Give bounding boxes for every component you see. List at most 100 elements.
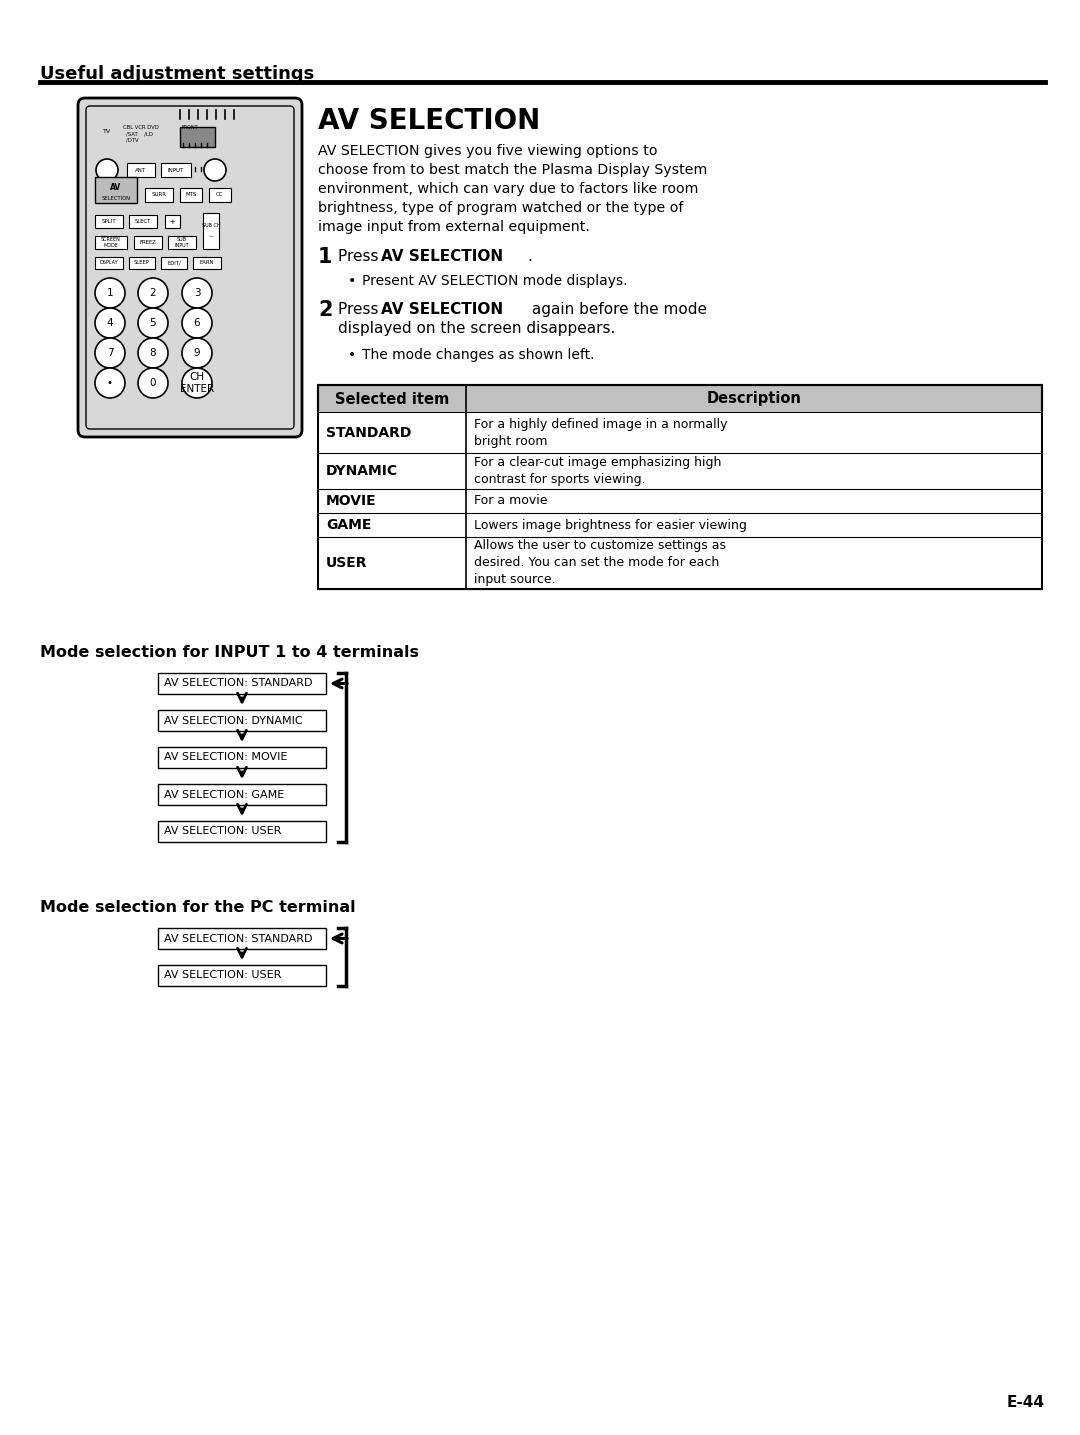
Text: SELECTION: SELECTION [102,195,131,201]
Text: •: • [348,349,356,362]
Text: For a movie: For a movie [474,495,548,508]
Bar [158,784,326,805]
Text: •: • [348,274,356,288]
Text: SLECT: SLECT [135,220,151,224]
Text: image input from external equipment.: image input from external equipment. [318,220,590,234]
Text: Press: Press [338,301,383,317]
Bar [95,235,127,250]
Text: DYNAMIC: DYNAMIC [326,464,399,478]
Bar [165,215,180,228]
Text: AV: AV [110,184,122,192]
Text: 0: 0 [150,377,157,387]
Bar [95,215,123,228]
Bar [180,188,202,202]
Text: displayed on the screen disappears.: displayed on the screen disappears. [338,321,616,336]
Text: AV SELECTION: USER: AV SELECTION: USER [164,970,282,980]
Bar [318,489,1042,512]
Circle shape [183,339,212,367]
Text: CBL VCR DVD: CBL VCR DVD [123,125,159,131]
Bar [145,188,173,202]
Bar [95,177,137,202]
Text: SUB
INPUT: SUB INPUT [175,237,189,248]
Text: Description: Description [706,392,801,406]
Text: 4: 4 [107,319,113,329]
Text: USER: USER [326,555,367,570]
Text: AV SELECTION: USER: AV SELECTION: USER [164,827,282,837]
Text: choose from to best match the Plasma Display System: choose from to best match the Plasma Dis… [318,164,707,177]
Text: 7: 7 [107,349,113,357]
Circle shape [138,339,168,367]
Text: 3: 3 [193,288,200,298]
Text: INPUT: INPUT [167,168,184,172]
Bar [158,710,326,730]
Text: +: + [170,218,175,224]
Text: /SAT    /LD: /SAT /LD [126,131,153,136]
Bar [95,257,123,268]
Bar [318,385,1042,588]
Text: DSPLAY: DSPLAY [99,261,119,265]
Bar [168,235,195,250]
Text: SCREEN
MODE: SCREEN MODE [102,237,121,248]
Text: ANT: ANT [135,168,147,172]
Text: Mode selection for the PC terminal: Mode selection for the PC terminal [40,900,355,916]
Text: For a highly defined image in a normally
bright room: For a highly defined image in a normally… [474,418,728,448]
Bar [318,537,1042,588]
Circle shape [183,309,212,339]
Text: SPLIT: SPLIT [102,220,117,224]
FancyBboxPatch shape [78,98,302,438]
Text: MTS: MTS [186,192,197,198]
Bar [318,413,1042,453]
Bar [158,748,326,768]
Bar [161,257,187,268]
Circle shape [138,278,168,309]
Text: GAME: GAME [326,518,372,532]
Text: AV SELECTION: AV SELECTION [381,301,503,317]
Text: AV SELECTION: GAME: AV SELECTION: GAME [164,789,284,799]
Circle shape [95,278,125,309]
Bar [158,821,326,842]
Bar [318,512,1042,537]
Text: AV SELECTION: STANDARD: AV SELECTION: STANDARD [164,934,312,943]
Text: 1: 1 [107,288,113,298]
Text: EARN: EARN [200,261,214,265]
Text: 6: 6 [193,319,200,329]
Text: 5: 5 [150,319,157,329]
Text: AV SELECTION: AV SELECTION [381,250,503,264]
Text: Allows the user to customize settings as
desired. You can set the mode for each
: Allows the user to customize settings as… [474,540,726,587]
Text: .: . [527,250,531,264]
Text: AV SELECTION: STANDARD: AV SELECTION: STANDARD [164,679,312,689]
Circle shape [204,159,226,181]
Text: environment, which can vary due to factors like room: environment, which can vary due to facto… [318,182,699,197]
Text: EDIT/: EDIT/ [167,261,180,265]
Circle shape [138,367,168,397]
Text: SLEEP: SLEEP [134,261,150,265]
Text: Present AV SELECTION mode displays.: Present AV SELECTION mode displays. [362,274,627,288]
Text: TV: TV [103,129,111,133]
Bar [210,188,231,202]
Text: The mode changes as shown left.: The mode changes as shown left. [362,349,594,362]
Text: brightness, type of program watched or the type of: brightness, type of program watched or t… [318,201,684,215]
Text: FREEZ: FREEZ [139,240,157,245]
Text: SUB CH

—: SUB CH — [202,222,220,240]
Circle shape [183,367,212,397]
Text: STANDARD: STANDARD [326,426,411,441]
Circle shape [183,278,212,309]
Circle shape [95,367,125,397]
Bar [158,673,326,695]
Text: E-44: E-44 [1007,1395,1045,1411]
Text: FRONT: FRONT [181,125,198,131]
Text: CH
ENTER: CH ENTER [180,372,214,393]
Text: AV SELECTION gives you five viewing options to: AV SELECTION gives you five viewing opti… [318,144,658,158]
Text: /DTV: /DTV [126,136,138,142]
Text: For a clear-cut image emphasizing high
contrast for sports viewing.: For a clear-cut image emphasizing high c… [474,456,721,486]
Circle shape [138,309,168,339]
Text: AV SELECTION: AV SELECTION [318,108,540,135]
Text: Mode selection for INPUT 1 to 4 terminals: Mode selection for INPUT 1 to 4 terminal… [40,644,419,660]
Bar [158,964,326,986]
Circle shape [96,159,118,181]
Bar [203,212,219,250]
Bar [180,128,215,146]
Text: 2: 2 [318,300,333,320]
Text: AV SELECTION: DYNAMIC: AV SELECTION: DYNAMIC [164,716,302,726]
Text: 1: 1 [318,247,333,267]
